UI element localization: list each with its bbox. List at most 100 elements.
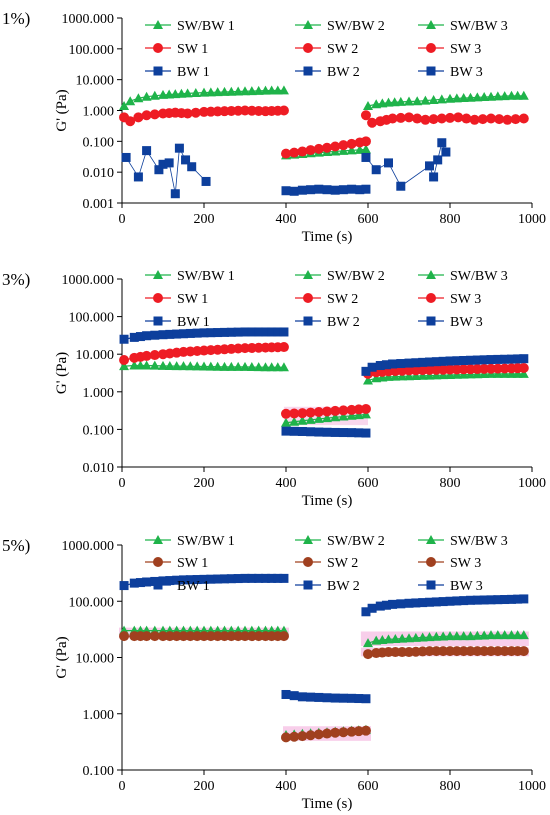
data-point xyxy=(404,112,414,123)
data-point xyxy=(451,631,462,641)
data-point xyxy=(404,358,414,368)
data-point xyxy=(178,631,189,642)
legend-label: SW 1 xyxy=(177,292,208,307)
data-point xyxy=(253,631,264,642)
legend-marker xyxy=(303,66,313,76)
data-point xyxy=(205,87,216,97)
data-point xyxy=(179,329,188,339)
data-point xyxy=(459,596,469,606)
data-point xyxy=(179,575,188,585)
data-point xyxy=(322,413,332,423)
x-tick-label: 1000 xyxy=(518,476,546,491)
data-point xyxy=(199,631,209,642)
legend-entry: BW 3 xyxy=(418,315,483,330)
legend-label: SW 2 xyxy=(327,292,358,307)
data-point xyxy=(360,136,371,147)
legend-label: SW 3 xyxy=(450,42,481,57)
legend-label: SW 3 xyxy=(450,292,481,307)
legend-marker xyxy=(153,535,163,544)
legend-label: SW 1 xyxy=(177,42,208,57)
y-tick-label: 10.000 xyxy=(76,652,115,667)
data-point xyxy=(361,152,371,162)
data-point xyxy=(338,185,348,195)
data-point xyxy=(330,412,341,422)
data-point xyxy=(346,404,357,415)
data-point xyxy=(322,185,332,195)
x-tick-label: 200 xyxy=(194,212,215,227)
legend-label: BW 3 xyxy=(450,65,483,80)
legend-entry: SW 2 xyxy=(295,556,358,571)
series-sw-bw xyxy=(119,85,529,160)
data-point xyxy=(486,113,496,124)
data-point xyxy=(297,408,308,419)
data-point xyxy=(425,161,434,171)
data-point xyxy=(353,404,364,415)
data-point xyxy=(384,158,393,168)
series-sw xyxy=(119,631,529,743)
data-point xyxy=(353,410,364,420)
data-point xyxy=(479,355,489,365)
data-point xyxy=(185,631,196,642)
data-point xyxy=(499,646,510,657)
data-point xyxy=(486,355,496,365)
series-sw xyxy=(119,105,529,159)
data-point xyxy=(458,631,469,641)
legend-label: SW 3 xyxy=(450,556,481,571)
data-point xyxy=(375,361,385,371)
y-tick-label: 100.000 xyxy=(69,311,115,326)
data-point xyxy=(518,368,529,378)
y-tick-label: 0.100 xyxy=(83,423,115,438)
data-point xyxy=(305,407,316,418)
data-point xyxy=(158,360,168,370)
data-point xyxy=(297,692,307,702)
data-point xyxy=(273,327,283,337)
data-point xyxy=(273,573,283,583)
data-point xyxy=(297,731,308,742)
data-point xyxy=(322,406,332,417)
data-point xyxy=(361,694,371,704)
x-tick-label: 200 xyxy=(194,476,215,491)
data-point xyxy=(361,607,371,617)
data-point xyxy=(289,186,299,196)
data-point xyxy=(404,633,414,643)
data-point xyxy=(361,184,371,194)
data-point xyxy=(428,94,439,104)
data-point xyxy=(190,107,201,118)
data-point xyxy=(363,649,373,660)
data-point xyxy=(141,360,152,370)
data-point xyxy=(289,426,299,436)
data-point xyxy=(314,692,324,702)
data-point xyxy=(129,332,139,342)
x-tick-label: 0 xyxy=(119,212,126,227)
legend-entry: SW/BW 2 xyxy=(295,534,385,549)
legend-entry: BW 3 xyxy=(418,579,483,594)
data-point xyxy=(417,632,428,642)
data-point xyxy=(181,155,191,165)
data-point xyxy=(472,630,483,640)
data-point xyxy=(477,114,488,125)
x-tick-label: 1000 xyxy=(518,779,546,794)
legend-label: BW 1 xyxy=(177,579,210,594)
data-point xyxy=(278,342,289,353)
data-point xyxy=(445,112,455,123)
legend-entry: BW 1 xyxy=(145,579,210,594)
data-point xyxy=(305,414,316,424)
legend-marker xyxy=(153,66,163,76)
y-axis-title: G' (Pa) xyxy=(54,352,70,394)
data-point xyxy=(212,631,223,642)
legend-entry: SW 1 xyxy=(145,556,208,571)
y-tick-label: 10.000 xyxy=(76,74,115,89)
data-point xyxy=(436,113,447,124)
data-point xyxy=(494,114,505,125)
data-point xyxy=(493,595,503,605)
data-point xyxy=(390,371,401,381)
legend-label: BW 2 xyxy=(327,315,360,330)
legend-entry: BW 3 xyxy=(418,65,483,80)
data-point xyxy=(445,596,455,606)
y-tick-label: 0.100 xyxy=(83,135,115,150)
data-point xyxy=(192,328,202,338)
legend-marker xyxy=(153,557,163,567)
data-point xyxy=(297,426,307,436)
panel-label: 3%) xyxy=(2,270,30,289)
data-point xyxy=(158,330,168,340)
